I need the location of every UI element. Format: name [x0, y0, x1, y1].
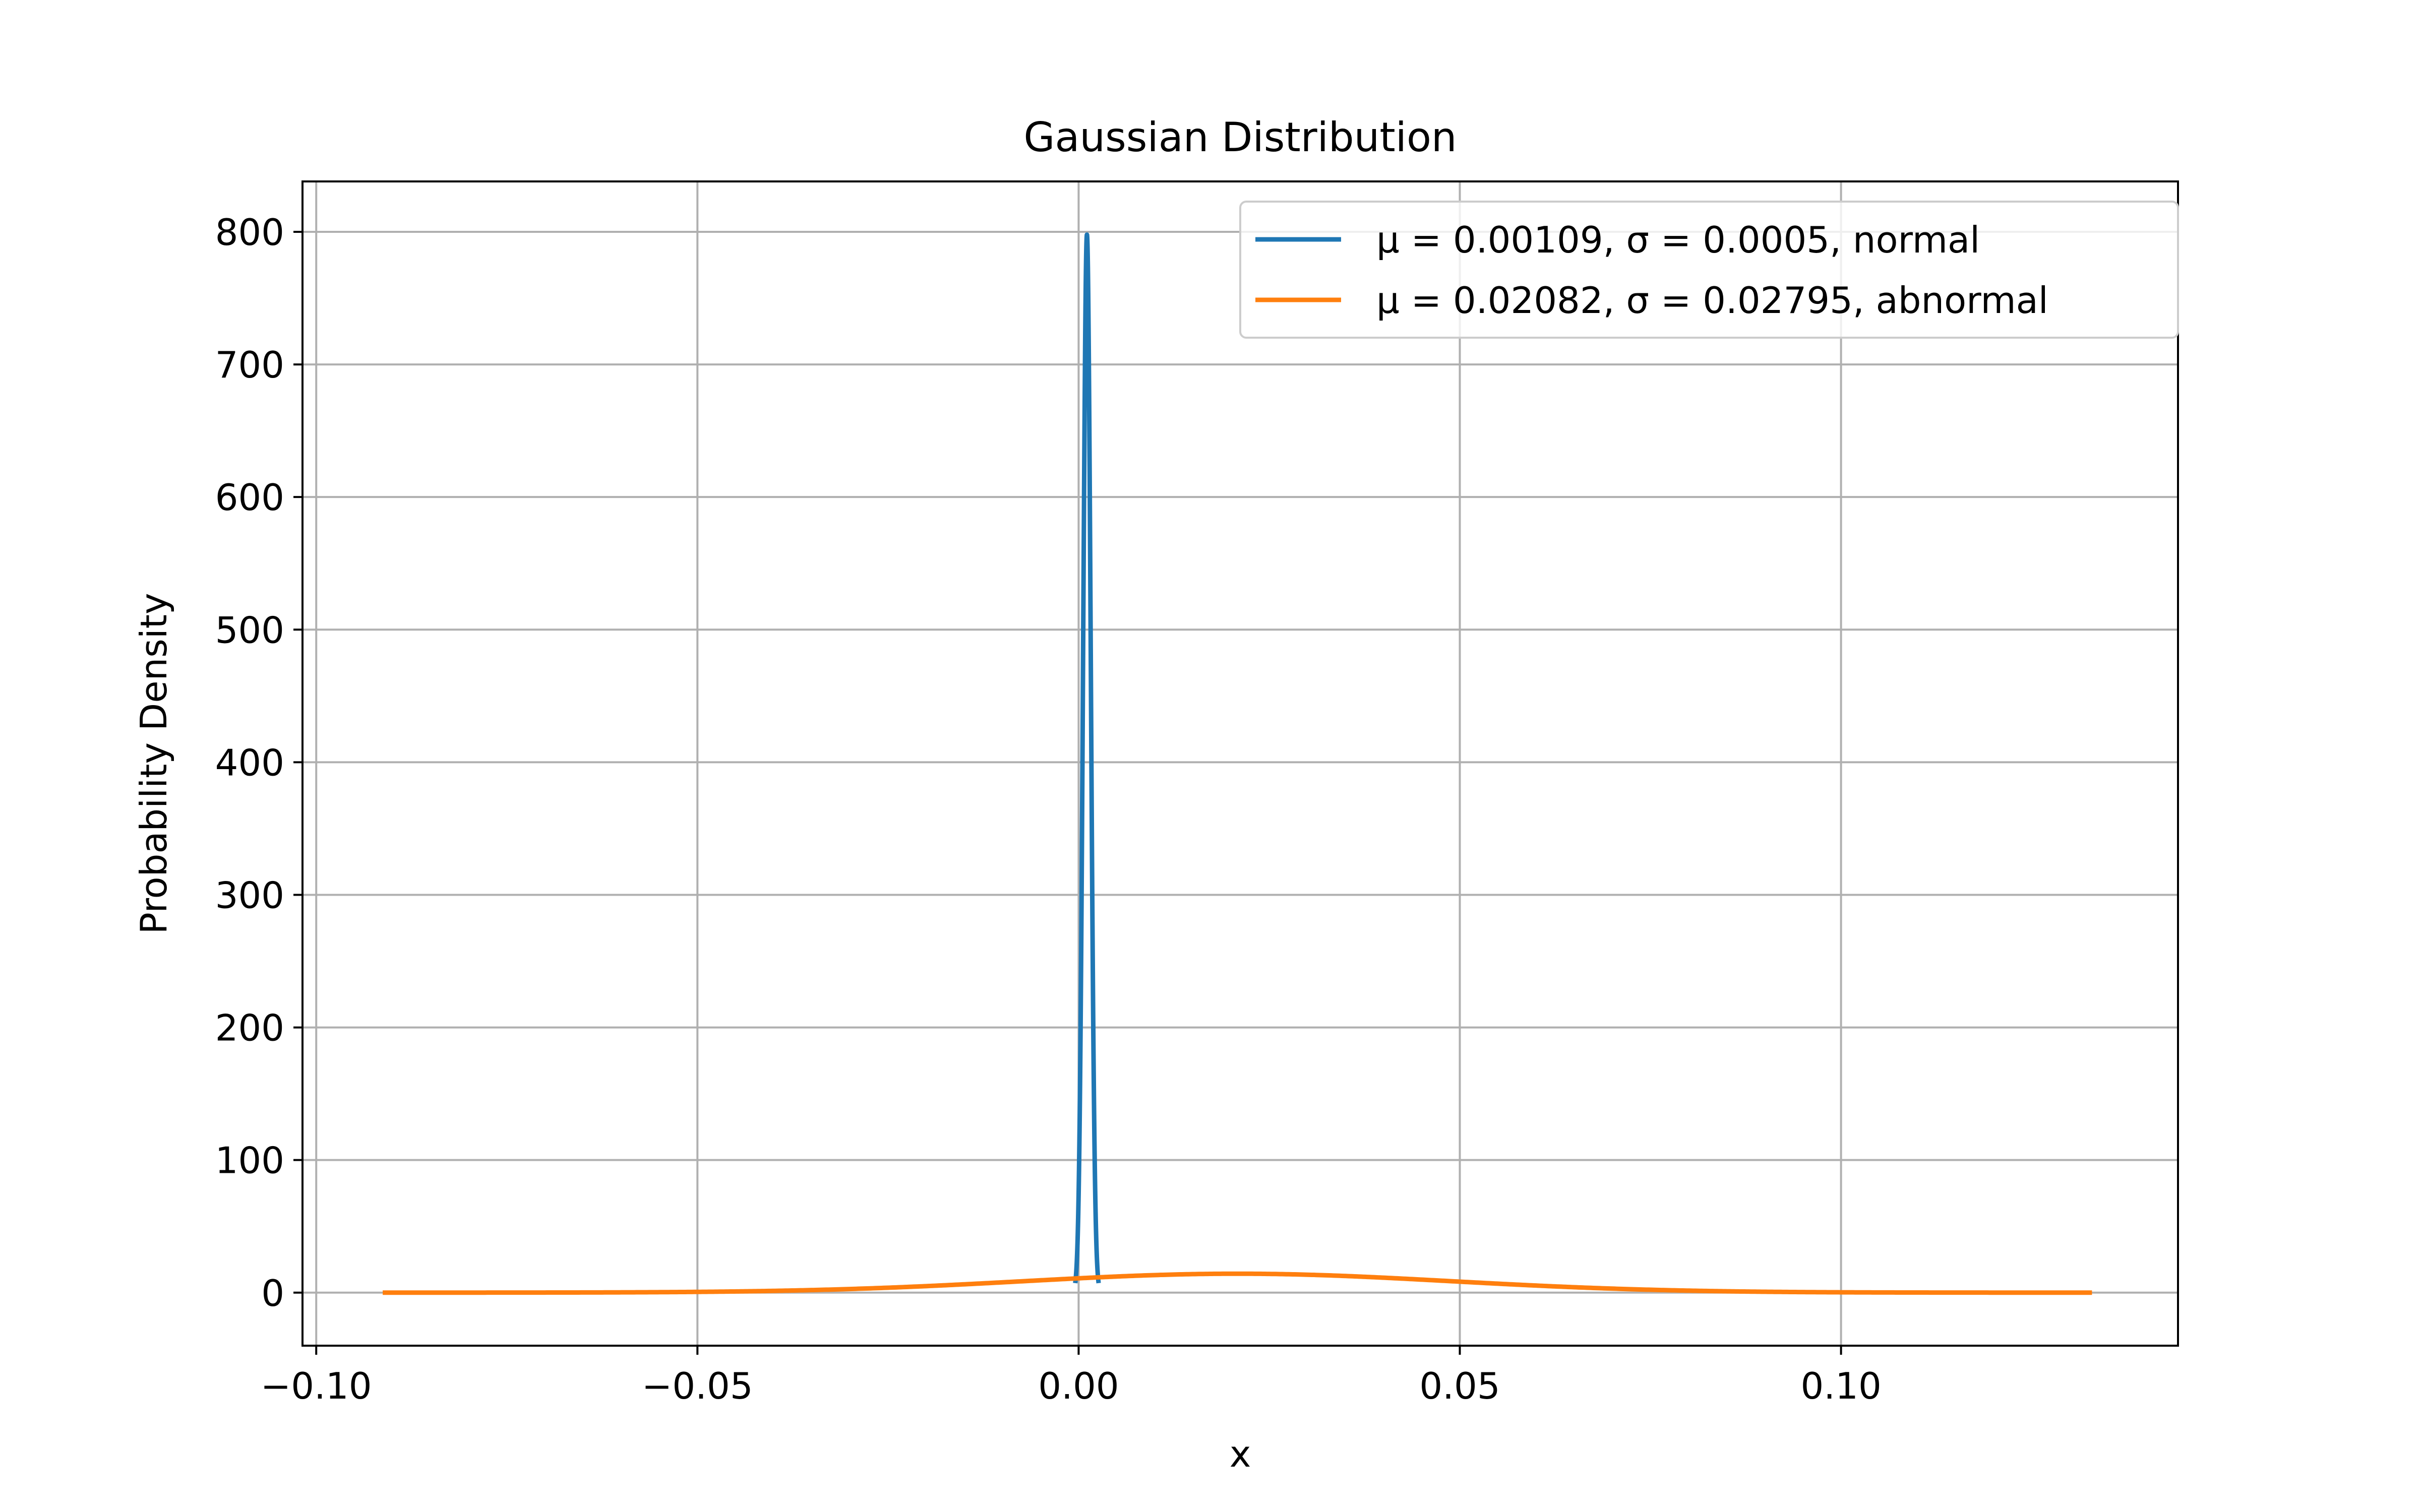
series-layer: [383, 232, 2092, 1295]
y-tick-label: 500: [215, 609, 284, 651]
x-tick-label: 0.10: [1800, 1365, 1881, 1407]
y-tick-label: 100: [215, 1140, 284, 1182]
y-tick-label: 0: [261, 1272, 284, 1314]
plot-frame: [301, 180, 2179, 1347]
chart-title: Gaussian Distribution: [1023, 114, 1457, 161]
series-line-normal: [1073, 232, 1101, 1284]
legend-entry-label: μ = 0.00109, σ = 0.0005, normal: [1376, 219, 1980, 261]
x-tick-label: 0.00: [1038, 1365, 1119, 1407]
ticks: −0.10 −0.05 0.00 0.05 0.10 0 100 200 300 400 500 60…: [215, 211, 1882, 1407]
x-tick-label: −0.10: [261, 1365, 372, 1407]
x-tick-label: 0.05: [1419, 1365, 1500, 1407]
legend: μ = 0.00109, σ = 0.0005, normal μ = 0.020…: [1239, 201, 2179, 339]
x-axis-label: x: [1230, 1433, 1251, 1475]
y-tick-label: 700: [215, 344, 284, 386]
y-tick-label: 300: [215, 874, 284, 916]
x-tick-label: −0.05: [642, 1365, 753, 1407]
legend-box: [1239, 201, 2179, 339]
series-line-abnormal: [383, 1271, 2092, 1295]
y-tick-label: 800: [215, 211, 284, 254]
y-tick-label: 600: [215, 476, 284, 519]
y-tick-label: 200: [215, 1007, 284, 1049]
y-tick-label: 400: [215, 741, 284, 784]
y-axis-label: Probability Density: [133, 593, 175, 934]
legend-entry-label: μ = 0.02082, σ = 0.02795, abnormal: [1376, 279, 2048, 322]
